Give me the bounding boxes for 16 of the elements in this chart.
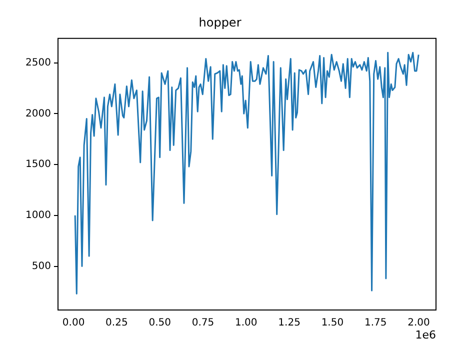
- x-tick-label: 1.00: [235, 318, 258, 329]
- y-tick-label: 2000: [26, 108, 51, 120]
- x-tick-label: 1.25: [278, 318, 300, 329]
- y-tick-label: 2500: [26, 57, 51, 68]
- y-tick-label: 1000: [26, 210, 51, 221]
- x-tick-label: 0.75: [192, 318, 214, 329]
- x-tick-label: 0.50: [148, 318, 171, 329]
- x-tick-label: 1.75: [364, 318, 387, 329]
- x-tick-label: 0.25: [106, 318, 128, 329]
- chart-title: hopper: [198, 15, 242, 30]
- text: 1e6: [415, 328, 436, 342]
- x-tick-label: 1.50: [321, 318, 344, 329]
- y-tick-label: 1500: [26, 159, 51, 170]
- x-tick-label: 0.00: [62, 318, 85, 329]
- y-tick-label: 500: [32, 260, 51, 272]
- x-tick-label: 2.00: [408, 318, 430, 329]
